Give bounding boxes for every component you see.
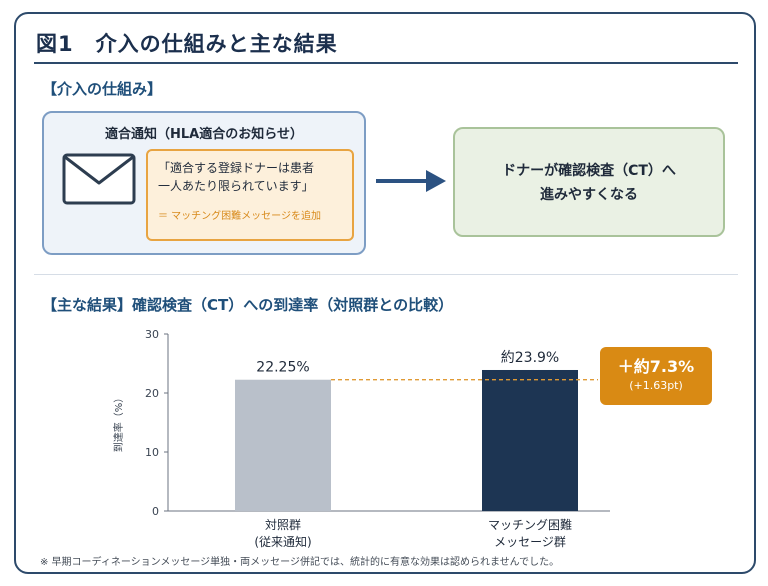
outcome-line: ドナーが確認検査（CT）へ (502, 163, 676, 179)
message-line: 一人あたり限られています」 (158, 179, 314, 193)
envelope-icon (62, 153, 136, 205)
y-tick-label: 30 (145, 328, 159, 341)
results-heading: 【主な結果】確認検査（CT）への到達率（対照群との比較） (42, 296, 454, 314)
mechanism-heading: 【介入の仕組み】 (42, 80, 163, 98)
added-message-note: ＝ マッチング困難メッセージを追加 (158, 211, 321, 222)
x-tick-label: マッチング困難 (488, 517, 572, 532)
right-arrow-icon (376, 170, 446, 192)
notification-panel: 適合通知（HLA適合のお知らせ） 「適合する登録ドナーは患者 一人あたり限られて… (42, 111, 366, 255)
y-tick-label: 20 (145, 387, 159, 400)
y-tick-label: 0 (152, 505, 159, 518)
x-tick-label: 対照群 (265, 518, 301, 532)
y-tick-label: 10 (145, 446, 159, 459)
y-axis-label: 到達率（%） (112, 393, 125, 453)
data-label: 22.25% (256, 360, 309, 376)
title-divider (34, 62, 738, 64)
notification-title: 適合通知（HLA適合のお知らせ） (105, 127, 303, 142)
message-line: 「適合する登録ドナーは患者 (158, 161, 315, 175)
bar (235, 379, 331, 511)
data-label: 約23.9% (501, 350, 559, 366)
bar (482, 369, 578, 511)
message-box: 「適合する登録ドナーは患者 一人あたり限られています」 ＝ マッチング困難メッセ… (146, 149, 354, 241)
figure-title: 図1 介入の仕組みと主な結果 (36, 32, 338, 56)
section-divider (34, 274, 738, 275)
difference-sub: (+1.63pt) (629, 379, 683, 392)
x-tick-label: (従来通知) (254, 535, 311, 549)
difference-badge: ＋約7.3% (+1.63pt) (600, 347, 712, 405)
outcome-text: ドナーが確認検査（CT）へ 進みやすくなる (455, 159, 723, 207)
footnote: ※ 早期コーディネーションメッセージ単独・両メッセージ併記では、統計的に有意な効… (40, 557, 560, 568)
x-tick-label: メッセージ群 (494, 535, 566, 549)
outcome-line: 進みやすくなる (540, 187, 638, 203)
figure-frame (14, 12, 756, 574)
difference-main: ＋約7.3% (617, 357, 695, 376)
outcome-panel: ドナーが確認検査（CT）へ 進みやすくなる (453, 127, 725, 237)
